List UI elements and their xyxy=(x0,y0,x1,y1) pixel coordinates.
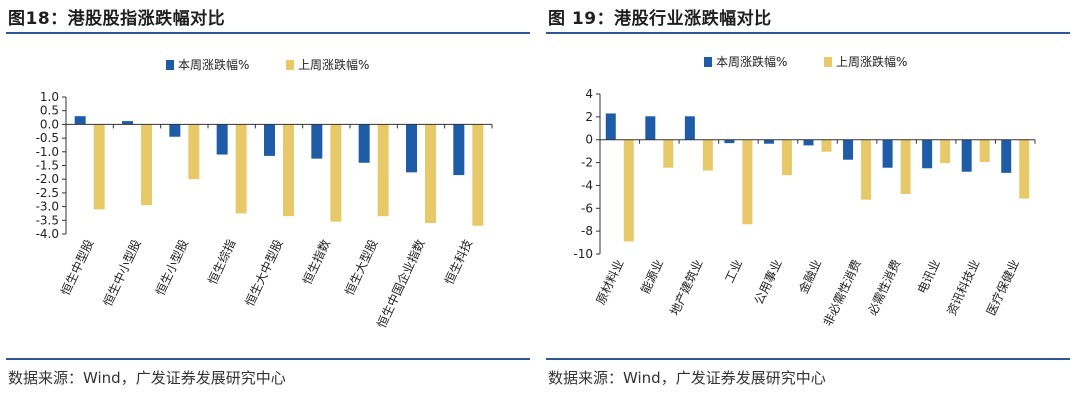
y-tick-label: -8 xyxy=(581,224,593,238)
category-label: 原材料业 xyxy=(594,257,627,306)
figure-18-chart: 本周涨跌幅% 上周涨跌幅% 1.00.50.0-0.5-1.0-1.5-2.0-2.… xyxy=(36,57,493,330)
bar-last-week xyxy=(861,139,872,200)
bar-this-week xyxy=(843,139,854,160)
bar-last-week xyxy=(377,124,389,217)
y-tick-label: -2 xyxy=(581,156,593,170)
legend-swatch-0 xyxy=(704,57,712,67)
category-label: 地产建筑业 xyxy=(667,257,706,318)
bar-last-week xyxy=(283,124,294,217)
bar-this-week xyxy=(763,139,774,144)
y-tick-label: -1.5 xyxy=(36,159,59,173)
bar-this-week xyxy=(645,116,656,140)
bar-last-week xyxy=(821,139,832,152)
y-tick-label: 0.0 xyxy=(40,117,59,131)
bar-this-week xyxy=(684,116,695,140)
bar-last-week xyxy=(979,139,990,162)
category-label: 工业 xyxy=(722,257,745,285)
bar-this-week xyxy=(453,124,465,176)
figure-19-source: 数据来源：Wind，广发证券发展研究中心 xyxy=(548,369,826,387)
bar-last-week xyxy=(900,139,911,194)
category-label: 非必需性消费 xyxy=(821,257,864,328)
bar-this-week xyxy=(358,124,370,163)
category-label: 资讯科技业 xyxy=(944,257,982,317)
legend-swatch-0 xyxy=(166,60,174,70)
bar-this-week xyxy=(605,113,616,140)
bar-this-week xyxy=(311,124,323,159)
category-label: 恒生小型股 xyxy=(153,237,191,297)
category-label: 恒生科技 xyxy=(442,237,475,286)
legend-swatch-1 xyxy=(824,57,832,67)
figure-18-title-rule xyxy=(6,32,530,34)
bar-last-week xyxy=(235,124,247,214)
figure-19-title: 图 19：港股行业涨跌幅对比 xyxy=(548,9,772,29)
category-label: 医疗保健业 xyxy=(984,257,1022,317)
y-tick-label: -6 xyxy=(581,201,593,215)
bar-last-week xyxy=(940,139,951,164)
figure-19-panel: 图 19：港股行业涨跌幅对比 本周涨跌幅% 上周涨跌幅% 4 2 0 -2 -4 -6 -8 -1… xyxy=(540,0,1080,400)
bar-this-week xyxy=(74,116,86,125)
figure-18-title: 图18：港股股指涨跌幅对比 xyxy=(8,9,226,29)
bar-this-week xyxy=(922,139,933,169)
bar-last-week xyxy=(781,139,792,176)
figure-18-source-rule xyxy=(6,358,530,360)
bar-this-week xyxy=(216,124,228,155)
category-label: 恒生中型股 xyxy=(57,237,96,298)
bar-this-week xyxy=(803,139,814,146)
bar-this-week xyxy=(724,139,735,144)
y-tick-label: 2 xyxy=(585,110,593,124)
bar-last-week xyxy=(623,139,634,242)
figure-19-title-rule xyxy=(546,32,1070,34)
bar-this-week xyxy=(882,139,893,168)
y-tick-label: -4 xyxy=(581,178,593,192)
category-label: 能源业 xyxy=(638,257,666,296)
legend-label-1: 上周涨跌幅% xyxy=(836,54,907,69)
y-tick-label: -3.5 xyxy=(36,213,59,227)
legend-label-0: 本周涨跌幅% xyxy=(178,57,249,72)
bar-last-week xyxy=(472,124,484,226)
bar-last-week xyxy=(188,124,200,180)
bar-last-week xyxy=(141,124,152,206)
y-tick-label: -0.5 xyxy=(36,131,59,145)
category-label: 电讯业 xyxy=(915,257,943,296)
category-label: 恒生中小型股 xyxy=(100,237,144,309)
figure-18-panel: 图18：港股股指涨跌幅对比 本周涨跌幅% 上周涨跌幅% 1.0 0.5 0.0 -0.5-… xyxy=(6,9,530,387)
category-label: 恒生大型股 xyxy=(342,237,380,297)
bar-last-week xyxy=(702,139,713,171)
category-label: 必需性消费 xyxy=(865,257,903,317)
category-label: 恒生中国企业指数 xyxy=(374,237,428,330)
y-tick-label: 1.0 xyxy=(40,90,59,104)
category-label: 公用事业 xyxy=(752,257,785,306)
y-tick-label: -1.0 xyxy=(36,145,59,159)
y-tick-label: -10 xyxy=(573,247,593,261)
y-tick-label: -3.0 xyxy=(36,200,59,214)
bar-last-week xyxy=(663,139,674,168)
category-label: 恒生综指 xyxy=(204,237,238,287)
bar-this-week xyxy=(961,139,972,172)
y-tick-label: -4.0 xyxy=(36,227,59,241)
y-tick-label: -2.0 xyxy=(36,172,59,186)
bar-this-week xyxy=(264,124,275,156)
bar-this-week xyxy=(406,124,417,173)
bar-this-week xyxy=(169,124,181,137)
bar-last-week xyxy=(93,124,105,210)
category-label: 恒生指数 xyxy=(299,237,333,287)
legend-label-0: 本周涨跌幅% xyxy=(716,54,787,69)
legend-swatch-1 xyxy=(286,60,294,70)
y-tick-label: 4 xyxy=(585,87,593,101)
y-tick-label: 0 xyxy=(585,133,593,147)
figure-19-source-rule xyxy=(546,358,1070,360)
y-tick-label: -2.5 xyxy=(36,186,59,200)
legend-label-1: 上周涨跌幅% xyxy=(298,57,369,72)
bar-this-week xyxy=(1001,139,1012,173)
bar-last-week xyxy=(1019,139,1030,199)
bar-last-week xyxy=(742,139,753,225)
y-tick-label: 0.5 xyxy=(40,104,59,118)
category-label: 金融业 xyxy=(795,257,824,296)
figure-18-source: 数据来源：Wind，广发证券发展研究中心 xyxy=(8,369,286,387)
bar-last-week xyxy=(425,124,436,224)
bar-last-week xyxy=(330,124,342,222)
category-label: 恒生大中型股 xyxy=(242,237,286,309)
bar-this-week xyxy=(122,121,133,125)
